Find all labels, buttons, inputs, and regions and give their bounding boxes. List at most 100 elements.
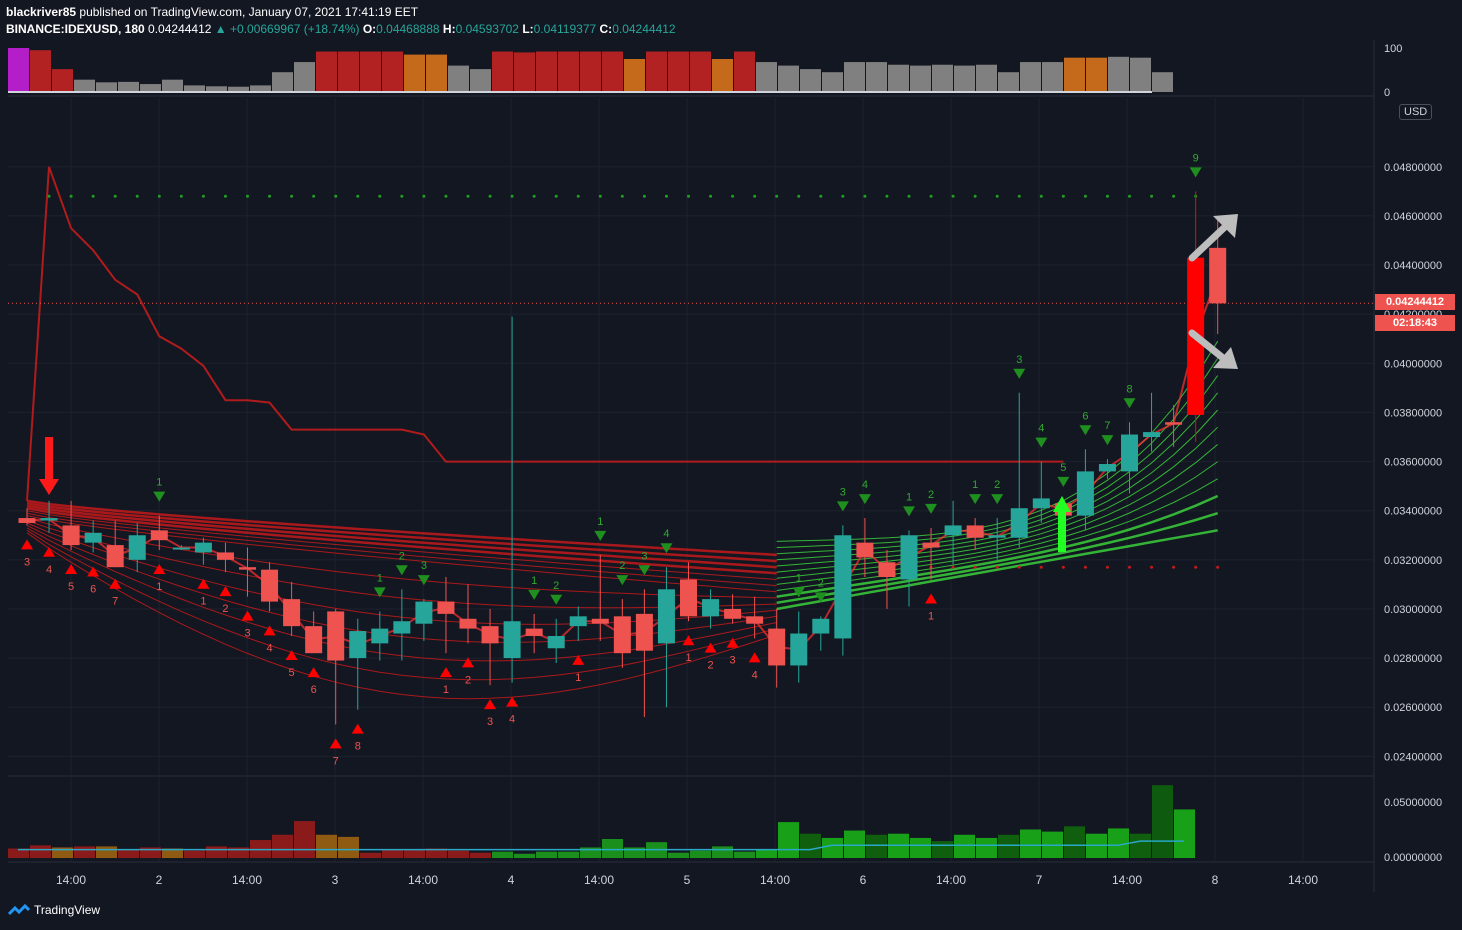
stop-dot-high [157, 194, 161, 198]
candle-body [1010, 508, 1028, 538]
stop-dot-high [863, 194, 867, 198]
buy-count-label: 2 [399, 550, 405, 562]
sell-count-label: 2 [222, 603, 228, 615]
y-tick-label: 0.04000000 [1384, 358, 1442, 370]
stop-dot-high [444, 194, 448, 198]
candle-body [591, 618, 609, 624]
x-tick-label: 5 [684, 873, 691, 887]
red-ribbon-line [26, 506, 777, 575]
buy-count-label: 5 [1060, 462, 1066, 474]
sell-count-label: 6 [311, 684, 317, 696]
stop-dot-low [1083, 565, 1087, 569]
stop-dot-low [973, 565, 977, 569]
volume-bar [30, 845, 51, 858]
indicator-bar [778, 65, 799, 92]
buy-count-label: 1 [906, 491, 912, 503]
buy-count-label: 1 [972, 479, 978, 491]
green-up-arrow-icon [1053, 496, 1071, 552]
grey-up-arrow-shaft [1188, 220, 1232, 262]
stop-dot-high [797, 194, 801, 198]
y-tick-label: 0.03600000 [1384, 457, 1442, 469]
volume-bar [1064, 826, 1085, 858]
buy-count-label: 2 [994, 479, 1000, 491]
indicator-bar [756, 62, 777, 92]
volume-bar [756, 849, 777, 858]
symbol-label[interactable]: BINANCE:IDEXUSD, 180 [6, 22, 145, 36]
buy-count-marker [858, 494, 871, 505]
indicator-bar [228, 86, 249, 92]
volume-bar [668, 852, 689, 858]
indicator-bar [712, 59, 733, 92]
red-ribbon-line [26, 510, 777, 580]
x-tick-label: 14:00 [408, 873, 438, 887]
candle-body [525, 628, 543, 636]
sell-count-label: 1 [443, 684, 449, 696]
volume-bar [448, 850, 469, 858]
buy-count-marker [1101, 435, 1114, 446]
close-value: 0.04244412 [612, 22, 676, 36]
low-label: L: [522, 22, 534, 36]
candle-body [988, 535, 1006, 538]
indicator-bar [844, 62, 865, 92]
last-price: 0.04244412 [148, 22, 212, 36]
candle-body [349, 631, 367, 659]
volume-bar [514, 853, 535, 858]
sell-count-label: 7 [112, 596, 118, 608]
symbol-line: BINANCE:IDEXUSD, 180 0.04244412 ▲ +0.006… [6, 22, 676, 36]
indicator-bar [690, 51, 711, 92]
candle-body [106, 545, 124, 568]
indicator-bar [74, 79, 95, 92]
sell-count-label: 3 [730, 655, 736, 667]
candle-body [415, 601, 433, 624]
x-tick-label: 14:00 [56, 873, 86, 887]
stop-dot-high [1150, 194, 1154, 198]
buy-count-marker [1079, 425, 1092, 436]
stop-dot-high [1105, 194, 1109, 198]
sell-count-marker [462, 657, 474, 668]
indicator-bar [998, 72, 1019, 92]
volume-bar [470, 852, 491, 858]
open-label: O: [362, 22, 377, 36]
stop-dot-high [841, 194, 845, 198]
y-tick-label: 0.03400000 [1384, 506, 1442, 518]
sell-count-label: 3 [244, 628, 250, 640]
y-tick-label: 0.04800000 [1384, 162, 1442, 174]
sell-count-label: 1 [928, 610, 934, 622]
red-ribbon-line [26, 532, 777, 700]
indicator-bar [360, 51, 381, 92]
buy-count-marker [417, 575, 430, 586]
buy-count-label: 2 [553, 580, 559, 592]
indicator-bar [118, 81, 139, 92]
buy-count-marker [903, 506, 915, 517]
sell-count-label: 4 [266, 642, 272, 654]
sell-count-marker [925, 593, 938, 604]
buy-count-label: 3 [421, 560, 427, 572]
volume-bar [536, 851, 557, 858]
footer-brand[interactable]: TradingView [8, 903, 100, 917]
volume-bar [162, 848, 183, 858]
change-text: +0.00669967 (+18.74%) [230, 22, 360, 36]
y-tick-label: 0.02600000 [1384, 702, 1442, 714]
buy-count-label: 4 [862, 479, 868, 491]
volume-bar [712, 846, 733, 858]
red-ribbon-line [26, 504, 777, 569]
buy-count-label: 1 [597, 516, 603, 528]
indicator-bar [404, 54, 425, 92]
candle-body [216, 552, 234, 560]
volume-bar [140, 847, 161, 858]
sell-count-marker [484, 699, 497, 710]
buy-count-marker [969, 494, 982, 505]
volume-ma-line [18, 840, 1184, 851]
sell-count-marker [241, 610, 254, 621]
x-tick-label: 3 [332, 873, 339, 887]
sell-count-marker [704, 642, 717, 653]
stop-dot-high [775, 194, 779, 198]
currency-badge[interactable]: USD [1399, 104, 1433, 120]
buy-count-label: 1 [531, 575, 537, 587]
publisher-name[interactable]: blackriver85 [6, 5, 77, 19]
grid-lines [8, 40, 1375, 892]
indicator-bar [1108, 56, 1129, 92]
grey-down-arrow-icon [1213, 347, 1238, 369]
volume-axis-top: 0.05000000 [1384, 797, 1442, 809]
